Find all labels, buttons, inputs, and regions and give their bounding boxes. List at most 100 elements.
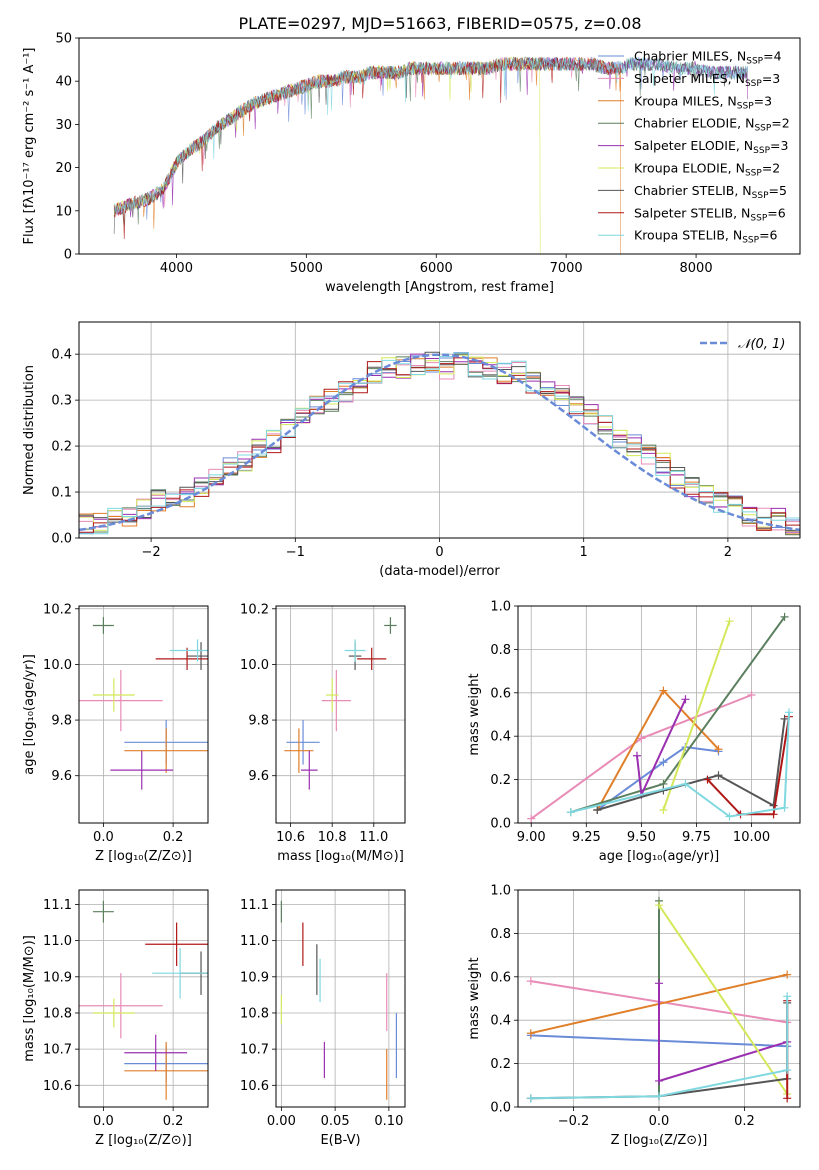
weight-marker — [681, 695, 690, 704]
error-point — [169, 639, 208, 662]
x-tick-label: 10.6 — [276, 830, 305, 845]
plot-area — [79, 890, 208, 1107]
y-axis-label: Flux [fλ10⁻¹⁷ erg cm⁻² s⁻¹ A⁻¹] — [22, 48, 37, 245]
weight-marker — [714, 771, 723, 780]
y-axis-label: age [log₁₀(age/yr)] — [22, 654, 37, 775]
y-tick-label: 0.2 — [490, 1057, 511, 1072]
error-point — [110, 750, 174, 790]
legend-entry: Chabrier ELODIE, NSSP=2 — [634, 116, 790, 134]
axes-frame — [275, 889, 406, 1108]
legend-entry: Kroupa STELIB, NSSP=6 — [634, 228, 778, 246]
legend-entry: Kroupa MILES, NSSP=3 — [634, 93, 772, 111]
y-tick-label: 30 — [55, 118, 72, 133]
y-tick-label: 0.3 — [51, 394, 72, 409]
weight-series — [706, 716, 790, 816]
y-axis-label: mass weight — [467, 957, 482, 1039]
weight-series — [662, 620, 731, 811]
y-tick-label: 0.4 — [490, 730, 511, 745]
x-tick-label: 0.2 — [163, 830, 184, 845]
y-tick-label: 10.6 — [43, 1079, 72, 1094]
weight-marker — [655, 1076, 663, 1085]
y-axis-label: mass [log₁₀(M/M⊙)] — [22, 935, 37, 1062]
weight-marker — [655, 901, 663, 910]
panel-mass_weight_vs_age: 9.00 9.25 9.50 9.75 10.00 0.0 0.2 0.4 0.6 0.8 1.0 a… — [467, 600, 801, 864]
x-tick-label: 2 — [724, 545, 732, 560]
weight-marker — [526, 977, 535, 986]
y-tick-label: 10.6 — [240, 1079, 269, 1094]
error-point — [325, 678, 339, 712]
legend-entry: 𝒩(0, 1) — [738, 337, 785, 352]
weight-marker — [780, 714, 789, 723]
error-point — [344, 639, 366, 662]
spectrum-series — [113, 56, 621, 217]
x-tick-label: 9.00 — [517, 830, 546, 845]
error-point — [92, 900, 114, 923]
panel-age_vs_Z: 0.0 0.2 9.6 9.8 10.0 10.2 Z [log₁₀(Z/Z⊙)] age [… — [22, 602, 209, 864]
y-tick-label: 9.8 — [51, 714, 72, 729]
error-point — [152, 947, 208, 999]
panel-age_vs_mass: 10.6 10.8 11.0 9.6 9.8 10.0 10.2 mass [log₁₀(M/… — [240, 602, 406, 864]
y-tick-label: 0.0 — [490, 1101, 511, 1116]
panel-mass_vs_ebv: 0.00 0.05 0.10 10.6 10.7 10.8 10.9 11.0 11.1 E(B-… — [240, 889, 406, 1148]
panels: 4000 5000 6000 7000 800001020304050wavelengt… — [22, 32, 801, 1148]
error-point — [286, 720, 320, 765]
error-point — [124, 1041, 208, 1100]
weight-marker — [526, 1094, 535, 1103]
error-point — [357, 647, 387, 670]
spectrum-legend: Chabrier MILES, NSSP=4 Salpeter MILES, NS… — [598, 49, 790, 246]
y-tick-label: 9.6 — [51, 769, 72, 784]
gaussian-curve — [79, 353, 800, 532]
y-tick-label: 11.0 — [43, 934, 72, 949]
weight-marker — [725, 812, 734, 821]
weight-series — [658, 904, 789, 1095]
y-tick-label: 20 — [55, 161, 72, 176]
y-tick-label: 10.7 — [43, 1043, 72, 1058]
y-tick-label: 40 — [55, 75, 72, 90]
weight-marker — [714, 745, 723, 754]
x-tick-label: 0.0 — [93, 830, 114, 845]
plot-area — [276, 890, 405, 1107]
x-tick-label: −2 — [142, 545, 161, 560]
x-tick-label: 0.0 — [649, 1114, 670, 1129]
legend-entry: Salpeter ELODIE, NSSP=3 — [634, 138, 788, 156]
weight-marker — [659, 758, 668, 767]
y-tick-label: 0.0 — [490, 817, 511, 832]
x-axis-label: mass [log₁₀(M/M⊙)] — [277, 849, 404, 864]
y-tick-label: 0.6 — [490, 970, 511, 985]
x-axis-label: wavelength [Angstrom, rest frame] — [325, 280, 554, 295]
y-tick-label: 1.0 — [490, 600, 511, 615]
weight-marker — [659, 686, 668, 695]
y-tick-label: 10.9 — [240, 970, 269, 985]
panel-spectrum: 4000 5000 6000 7000 8000 0 10 20 30 40 50 wavelengt… — [22, 32, 801, 295]
legend-entry: Salpeter STELIB, NSSP=6 — [634, 205, 786, 223]
spectrum-series — [113, 56, 622, 254]
error-point — [92, 678, 135, 712]
weight-marker — [783, 970, 792, 979]
y-tick-label: 10.2 — [43, 602, 72, 617]
y-tick-label: 10.8 — [240, 1006, 269, 1021]
plot-area — [79, 606, 208, 823]
y-tick-label: 0.4 — [490, 1014, 511, 1029]
y-tick-label: 10.8 — [43, 1006, 72, 1021]
error-point — [300, 750, 318, 790]
weight-marker — [681, 779, 690, 788]
x-tick-label: 9.50 — [627, 830, 656, 845]
y-tick-label: 0.0 — [51, 532, 72, 547]
y-tick-label: 10.0 — [43, 658, 72, 673]
error-point — [187, 642, 208, 670]
weight-series — [596, 745, 719, 811]
x-axis-label: age [log₁₀(age/yr)] — [599, 849, 720, 864]
weight-marker — [747, 690, 756, 699]
weight-marker — [769, 810, 778, 819]
panel-mass_vs_Z: 0.0 0.2 10.6 10.7 10.8 10.9 11.0 11.1 Z [log₁₀(Z… — [22, 889, 209, 1148]
x-tick-label: 0.00 — [267, 1114, 296, 1129]
y-tick-label: 10 — [55, 204, 72, 219]
error-point — [384, 617, 397, 634]
weight-marker — [725, 617, 734, 626]
y-tick-label: 0.1 — [51, 486, 72, 501]
x-tick-label: 0.05 — [321, 1114, 350, 1129]
spectrum-series — [113, 56, 749, 215]
weight-marker — [703, 775, 712, 784]
y-tick-label: 50 — [55, 32, 72, 47]
y-tick-label: 11.1 — [43, 898, 72, 913]
